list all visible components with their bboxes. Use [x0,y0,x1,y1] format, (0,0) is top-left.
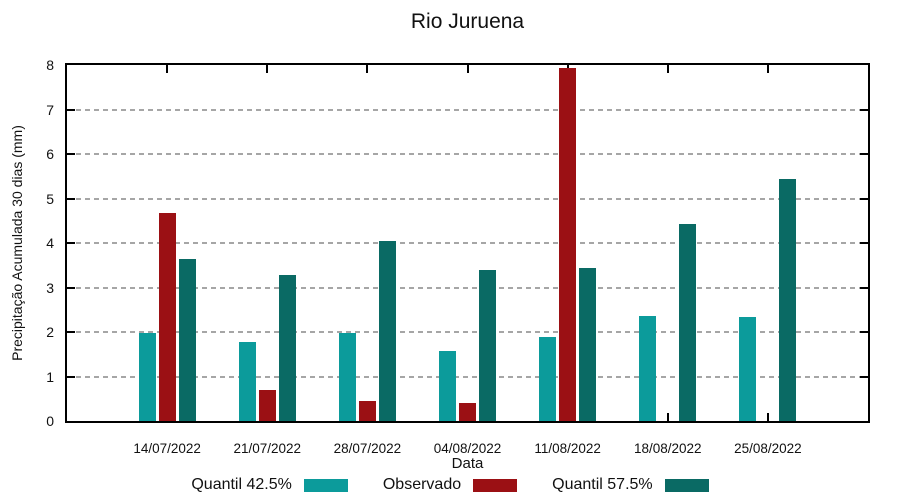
gridline-y4 [67,242,868,244]
x-tick-mark-top [166,65,169,73]
bar-quantil-42-5-18-08-2022 [639,315,657,421]
gridline-y1 [67,375,868,378]
x-tick-label: 28/07/2022 [333,441,402,456]
bar-quantil-57-5-04-08-2022 [479,269,496,421]
bar-quantil-57-5-25-08-2022 [779,178,797,421]
x-tick-label: 25/08/2022 [734,441,802,456]
x-tick-label: 18/08/2022 [633,441,702,456]
y-tick-label: 5 [46,190,54,207]
y-tick-mark-right [860,375,868,378]
bar-observado-14-07-2022 [158,212,176,421]
gridline-y6 [67,153,868,155]
gridline-y5 [67,197,868,200]
chart-title: Rio Juruena [410,10,525,33]
bar-quantil-42-5-28-07-2022 [338,333,356,421]
bar-observado-21-07-2022 [258,390,276,421]
gridline-y7 [67,108,868,111]
bar-quantil-57-5-21-07-2022 [278,275,296,421]
x-tick-label: 11/08/2022 [534,441,601,456]
x-tick-mark-bottom [666,413,669,421]
gridline-y3 [67,286,868,289]
legend-swatch-observado [473,478,518,492]
bar-quantil-42-5-11-08-2022 [539,336,557,421]
y-tick-mark-right [860,331,868,333]
y-tick-mark-right [860,153,868,155]
x-tick-mark-top [466,65,469,73]
y-tick-mark-left [67,375,75,378]
bar-quantil-57-5-18-08-2022 [679,224,697,421]
y-tick-label: 6 [46,146,54,162]
y-tick-mark-left [67,242,75,244]
bar-quantil-57-5-14-07-2022 [178,259,196,421]
bar-observado-11-08-2022 [559,68,577,421]
legend: Quantil 42.5% Observado Quantil 57.5% [0,476,900,494]
y-tick-label: 3 [46,279,54,296]
legend-entry-observado: Observado [382,476,518,494]
y-tick-mark-left [67,286,75,289]
bar-quantil-42-5-14-07-2022 [138,333,156,421]
y-tick-label: 0 [46,413,54,429]
y-tick-mark-right [860,108,868,111]
legend-label: Quantil 42.5% [191,476,292,493]
y-tick-mark-right [860,242,868,244]
x-tick-label: 04/08/2022 [433,441,502,456]
x-axis-label: Data [451,455,484,472]
y-tick-mark-right [860,197,868,200]
x-tick-mark-top [366,65,369,73]
legend-label: Quantil 57.5% [552,476,653,493]
x-tick-mark-top [766,65,769,73]
x-tick-label: 21/07/2022 [233,441,302,456]
bar-quantil-42-5-21-07-2022 [238,341,256,421]
plot-area [65,63,870,423]
legend-swatch-quantil-57-5 [664,478,709,492]
y-tick-label: 8 [46,57,54,73]
y-tick-label: 2 [46,324,54,340]
bar-observado-28-07-2022 [358,401,376,421]
y-tick-label: 1 [46,368,54,385]
bar-quantil-42-5-25-08-2022 [739,317,757,421]
y-tick-mark-right [860,286,868,289]
y-tick-mark-left [67,197,75,200]
bar-quantil-57-5-28-07-2022 [378,241,396,421]
bar-quantil-42-5-04-08-2022 [439,350,456,421]
y-tick-mark-left [67,153,75,155]
bar-observado-04-08-2022 [459,403,476,421]
gridline-y2 [67,331,868,333]
y-tick-label: 7 [46,101,54,118]
bar-quantil-57-5-11-08-2022 [579,267,597,421]
x-tick-mark-top [666,65,669,73]
x-tick-mark-bottom [766,413,769,421]
y-tick-mark-left [67,331,75,333]
legend-swatch-quantil-42-5 [303,478,348,492]
legend-entry-quantil-42-5: Quantil 42.5% [191,476,348,494]
x-tick-mark-top [266,65,269,73]
y-tick-label: 4 [46,235,54,251]
legend-label: Observado [382,476,462,493]
x-tick-label: 14/07/2022 [133,441,201,456]
y-tick-mark-left [67,108,75,111]
legend-entry-quantil-57-5: Quantil 57.5% [552,476,709,494]
